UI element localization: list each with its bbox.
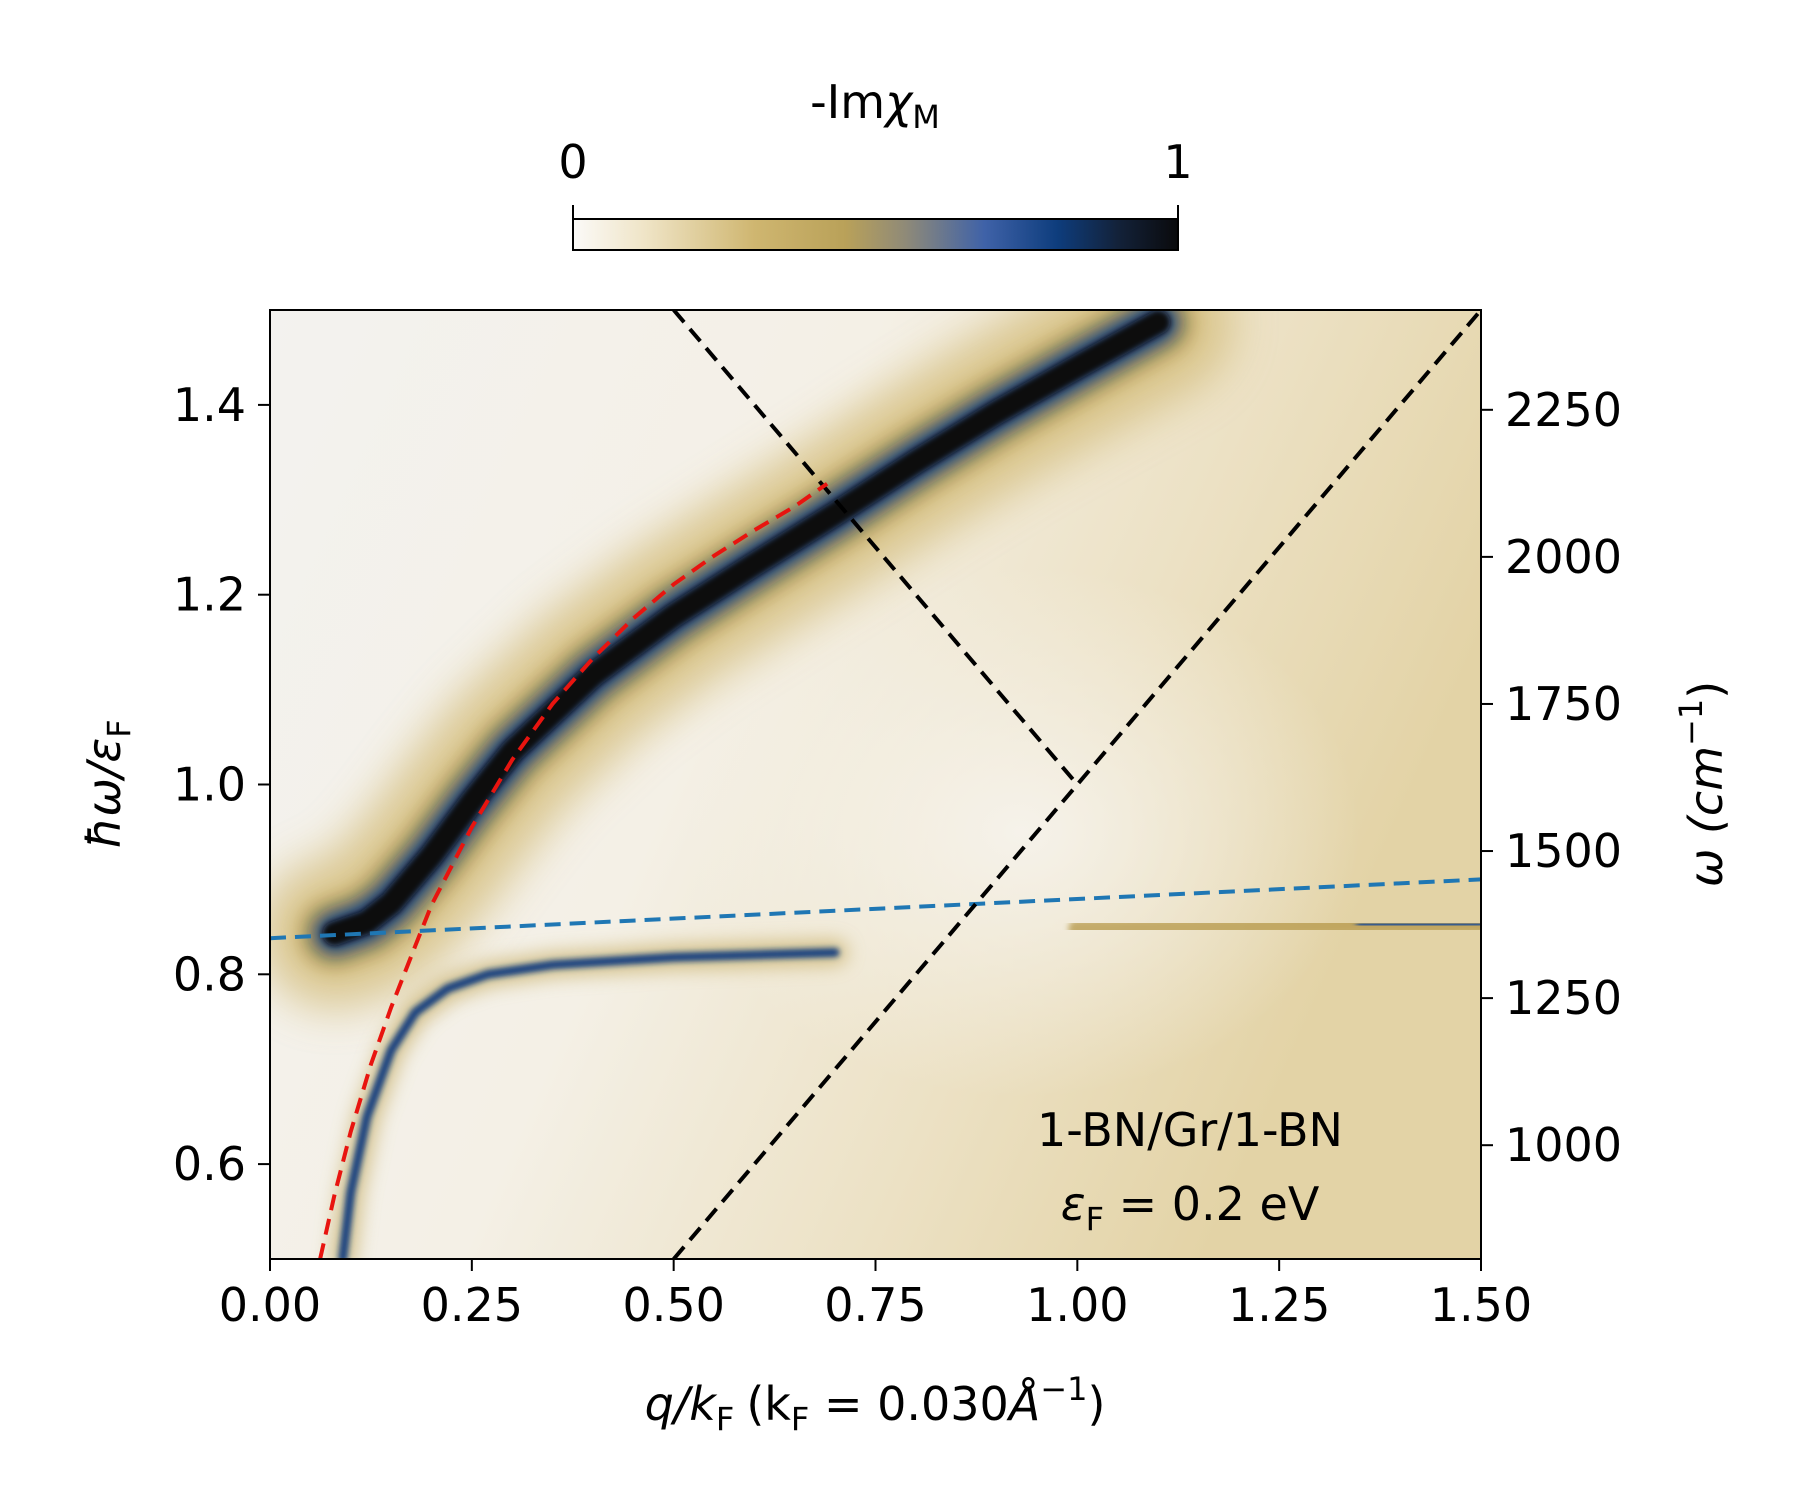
plot-area: 0.00 0.25 0.50 0.75 1.00 1.25 1.50 0.6 0.8 1.0 1.… (77, 309, 1733, 1438)
annotation-fermi-energy: εF = 0.2 eV (1061, 1177, 1320, 1238)
series-line-3 (318, 482, 829, 1259)
colorbar-rect (572, 218, 1179, 251)
series-line-2 (672, 310, 1079, 786)
lower-branch-core (338, 948, 840, 1259)
x-tick-label-0: 0.00 (219, 1278, 321, 1332)
x-axis-label-unit: Å (1006, 1377, 1040, 1431)
x-axis-label-main: q/k (645, 1377, 719, 1431)
annotation-material: 1-BN/Gr/1-BN (1037, 1103, 1343, 1157)
y-left-tick-label-0: 0.6 (173, 1137, 246, 1191)
series-line-0 (270, 877, 1481, 941)
annotation-fermi-sub: F (1086, 1200, 1104, 1238)
colorbar-tick-label-max: 1 (1163, 135, 1192, 189)
x-tick-label-1: 0.25 (421, 1278, 523, 1332)
colorbar-label-main: -Im (810, 75, 885, 129)
annotation-fermi-symbol: ε (1061, 1177, 1086, 1231)
colorbar-label: -ImχM (810, 75, 940, 136)
colorbar: -ImχM 0 1 (558, 75, 1193, 251)
phonon-band-core (1355, 920, 1481, 929)
x-axis-label-close: ) (1087, 1377, 1105, 1431)
y-right-tick-label-0: 1000 (1505, 1118, 1622, 1172)
x-axis-label-sub: F (716, 1400, 734, 1438)
y-right-tick-label-3: 1750 (1505, 677, 1622, 731)
y-axis-right-label: ω (cm−1) (1672, 681, 1733, 887)
x-tick-label-6: 1.50 (1430, 1278, 1532, 1332)
x-axis-label: q/kF (kF = 0.030Å−1) (645, 1370, 1106, 1438)
colorbar-tick-label-min: 0 (558, 135, 587, 189)
x-tick-label-4: 1.00 (1026, 1278, 1128, 1332)
y-right-tick-label-2: 1500 (1505, 824, 1622, 878)
y-axis-right-label-close: ) (1679, 681, 1733, 699)
y-axis-right-label-main: ω (cm (1679, 746, 1733, 887)
y-axis-left-label: ħω/εF (77, 719, 138, 848)
y-axis-left-label-sub: F (100, 719, 138, 737)
y-axis-right-label-exp: −1 (1672, 699, 1710, 746)
x-axis-ticks: 0.00 0.25 0.50 0.75 1.00 1.25 1.50 (219, 1259, 1532, 1332)
heatmap-features (270, 310, 1481, 1259)
x-axis-label-sub2: F (791, 1400, 809, 1438)
y-axis-left-label-main: ħω/ε (77, 738, 131, 849)
y-right-tick-label-1: 1250 (1505, 971, 1622, 1025)
series-layer (270, 310, 1481, 1259)
x-axis-label-exp: −1 (1040, 1370, 1087, 1408)
y-left-tick-label-4: 1.4 (173, 378, 246, 432)
x-axis-label-paren: (k (746, 1377, 791, 1431)
upper-branch-core (322, 310, 1171, 946)
x-tick-label-5: 1.25 (1228, 1278, 1330, 1332)
annotation-fermi-value: = 0.2 eV (1104, 1177, 1320, 1231)
colorbar-label-sub: M (912, 98, 940, 136)
y-left-tick-label-3: 1.2 (173, 568, 246, 622)
y-left-tick-label-2: 1.0 (173, 758, 246, 812)
x-axis-label-eq: = 0.030 (809, 1377, 1008, 1431)
y-axis-left-ticks: 0.6 0.8 1.0 1.2 1.4 (173, 378, 270, 1191)
y-axis-right-ticks: 1000 1250 1500 1750 2000 2250 (1481, 383, 1622, 1172)
colorbar-label-symbol: χ (882, 75, 914, 129)
y-right-tick-label-5: 2250 (1505, 383, 1622, 437)
x-tick-label-3: 0.75 (824, 1278, 926, 1332)
series-line-1 (672, 310, 1481, 1259)
x-tick-label-2: 0.50 (622, 1278, 724, 1332)
y-right-tick-label-4: 2000 (1505, 530, 1622, 584)
y-left-tick-label-1: 0.8 (173, 947, 246, 1001)
